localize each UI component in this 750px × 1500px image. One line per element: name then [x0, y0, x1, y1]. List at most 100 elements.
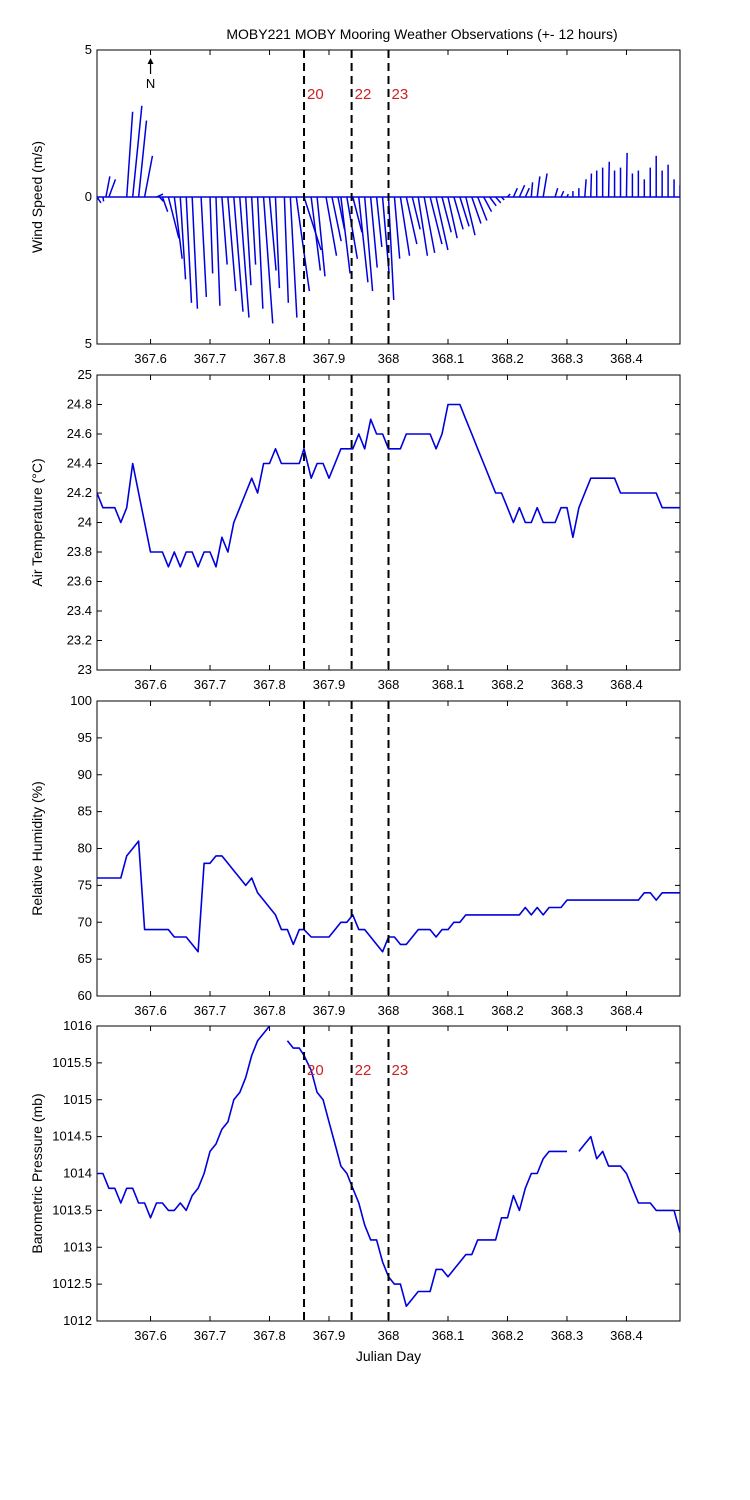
panel-4: 367.6 367.7 367.8 367.9 368 368.1 368.2 368.3 36…	[29, 1018, 681, 1364]
event-label-23: 23	[392, 1062, 409, 1079]
wind-stick	[352, 196, 363, 233]
x-tick-label: 368.3	[551, 677, 584, 692]
wind-stick	[447, 196, 458, 239]
north-label: N	[146, 76, 155, 91]
wind-stick	[495, 196, 502, 204]
wind-stick	[185, 196, 193, 303]
wind-stick	[399, 196, 411, 256]
event-label-20: 20	[307, 86, 324, 103]
y-axis-label: Relative Humidity (%)	[29, 781, 45, 916]
y-tick-label: 1013	[63, 1239, 92, 1254]
x-tick-label: 368.3	[551, 351, 584, 366]
data-series-line	[578, 1135, 680, 1233]
wind-stick	[102, 196, 105, 202]
wind-stick	[289, 196, 298, 318]
wind-stick	[250, 196, 257, 265]
x-tick-label: 368.4	[610, 1328, 643, 1343]
x-tick-label: 367.7	[194, 1003, 227, 1018]
y-tick-label: 24.4	[67, 456, 92, 471]
x-tick-label: 367.6	[134, 677, 167, 692]
wind-stick	[489, 196, 497, 207]
y-tick-label: 0	[85, 189, 92, 204]
x-tick-label: 368.1	[432, 677, 465, 692]
y-tick-label: 75	[78, 877, 92, 892]
wind-stick	[625, 152, 628, 198]
y-tick-label: 23.2	[67, 633, 92, 648]
y-tick-label: 1014	[63, 1166, 92, 1181]
x-tick-label: 367.6	[134, 1003, 167, 1018]
y-tick-label: 1013.5	[52, 1202, 92, 1217]
wind-stick	[518, 184, 526, 198]
wind-stick	[156, 193, 164, 198]
wind-stick	[566, 193, 569, 198]
x-tick-label: 368.3	[551, 1003, 584, 1018]
x-tick-label: 368	[378, 677, 400, 692]
y-tick-label: 100	[70, 693, 92, 708]
y-axis-label: Wind Speed (m/s)	[29, 141, 45, 253]
x-tick-label: 367.6	[134, 351, 167, 366]
wind-stick	[471, 196, 482, 224]
wind-stick	[274, 196, 281, 289]
y-tick-label: 1012	[63, 1313, 92, 1328]
x-tick-label: 368.4	[610, 677, 643, 692]
x-tick-label: 367.8	[253, 1003, 286, 1018]
wind-stick	[483, 196, 493, 213]
wind-stick	[340, 196, 351, 274]
north-arrow-icon	[147, 58, 154, 64]
x-tick-label: 368	[378, 1003, 400, 1018]
event-label-22: 22	[355, 86, 372, 103]
wind-stick	[459, 196, 470, 227]
panel-1: 367.6 367.7 367.8 367.9 368 368.1 368.2 368.3 36…	[29, 42, 681, 366]
y-tick-label: 23.6	[67, 574, 92, 589]
x-tick-label: 367.7	[194, 677, 227, 692]
wind-stick	[215, 196, 221, 306]
wind-stick	[200, 196, 208, 297]
wind-stick	[167, 196, 180, 239]
wind-stick	[363, 196, 374, 292]
wind-stick	[173, 196, 183, 259]
wind-stick	[369, 196, 378, 268]
x-tick-label: 368.4	[610, 1003, 643, 1018]
y-tick-label: 24.2	[67, 485, 92, 500]
x-tick-label: 367.8	[253, 677, 286, 692]
wind-stick	[465, 196, 476, 236]
event-label-23: 23	[392, 86, 409, 103]
wind-stick	[554, 187, 559, 198]
wind-stick	[500, 196, 505, 201]
data-layer	[97, 105, 680, 324]
x-tick-label: 367.7	[194, 351, 227, 366]
wind-stick	[358, 196, 369, 283]
wind-stick	[310, 196, 322, 271]
wind-stick	[143, 155, 154, 198]
wind-stick	[417, 196, 429, 256]
x-tick-label: 368	[378, 351, 400, 366]
wind-stick	[303, 196, 322, 251]
wind-stick	[477, 196, 488, 221]
wind-stick	[295, 196, 311, 292]
wind-stick	[512, 187, 519, 198]
wind-stick	[346, 196, 359, 259]
wind-stick	[316, 196, 326, 277]
x-tick-label: 367.9	[313, 351, 346, 366]
y-tick-label: 24	[78, 515, 92, 530]
y-tick-label: 5	[85, 42, 92, 57]
wind-stick	[411, 196, 421, 230]
wind-stick	[453, 196, 464, 230]
wind-stick	[108, 179, 117, 198]
wind-stick	[590, 173, 593, 198]
panels: 367.6 367.7 367.8 367.9 368 368.1 368.2 368.3 36…	[29, 42, 681, 1364]
y-tick-label: 70	[78, 914, 92, 929]
wind-stick	[524, 187, 530, 198]
wind-stick	[393, 196, 401, 259]
wind-stick	[283, 196, 290, 303]
wind-stick	[405, 196, 418, 245]
wind-stick	[584, 179, 587, 198]
y-tick-label: 60	[78, 988, 92, 1003]
x-tick-label: 368	[378, 1328, 400, 1343]
wind-stick	[423, 196, 436, 253]
x-tick-label: 368.2	[491, 1328, 524, 1343]
x-tick-label: 367.9	[313, 677, 346, 692]
event-label-20: 20	[307, 1062, 324, 1079]
y-tick-label: 1012.5	[52, 1276, 92, 1291]
wind-stick	[161, 196, 169, 212]
